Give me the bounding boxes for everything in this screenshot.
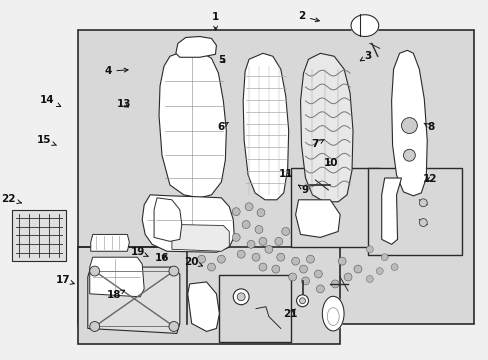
Circle shape xyxy=(257,209,264,217)
Text: 7: 7 xyxy=(311,139,324,149)
Ellipse shape xyxy=(350,15,378,36)
Circle shape xyxy=(232,233,240,241)
Circle shape xyxy=(281,228,289,235)
Text: 18: 18 xyxy=(106,290,124,301)
Circle shape xyxy=(217,255,225,263)
Circle shape xyxy=(288,273,296,281)
Circle shape xyxy=(401,118,416,134)
Circle shape xyxy=(246,240,255,248)
Circle shape xyxy=(90,321,100,332)
Polygon shape xyxy=(142,195,234,252)
Text: 12: 12 xyxy=(423,174,437,184)
Polygon shape xyxy=(295,200,340,237)
Polygon shape xyxy=(300,53,352,202)
Polygon shape xyxy=(159,50,226,198)
Circle shape xyxy=(237,250,244,258)
Circle shape xyxy=(232,208,240,216)
Circle shape xyxy=(375,267,383,275)
Circle shape xyxy=(403,149,414,161)
Circle shape xyxy=(271,265,279,273)
Circle shape xyxy=(168,321,179,332)
Text: 1: 1 xyxy=(212,12,219,30)
Circle shape xyxy=(366,246,372,253)
Circle shape xyxy=(237,293,244,301)
Circle shape xyxy=(299,298,305,304)
Circle shape xyxy=(296,295,308,307)
Polygon shape xyxy=(187,282,219,332)
Circle shape xyxy=(90,266,100,276)
Polygon shape xyxy=(154,198,182,241)
Circle shape xyxy=(330,280,339,288)
Circle shape xyxy=(353,265,361,273)
Circle shape xyxy=(299,265,307,273)
Circle shape xyxy=(264,245,272,253)
Text: 8: 8 xyxy=(423,122,433,132)
Text: 15: 15 xyxy=(37,135,56,145)
Circle shape xyxy=(291,257,299,265)
Circle shape xyxy=(419,219,427,226)
Text: 19: 19 xyxy=(131,247,148,257)
Polygon shape xyxy=(172,225,229,251)
Text: 9: 9 xyxy=(298,185,308,195)
Circle shape xyxy=(314,270,322,278)
Circle shape xyxy=(207,263,215,271)
Text: 5: 5 xyxy=(217,55,224,64)
Text: 17: 17 xyxy=(55,275,74,285)
Text: 13: 13 xyxy=(116,99,131,109)
Bar xyxy=(12,210,66,261)
Bar xyxy=(219,275,290,342)
Circle shape xyxy=(274,237,282,245)
Bar xyxy=(78,30,473,324)
Circle shape xyxy=(338,257,346,265)
Circle shape xyxy=(259,237,266,245)
Bar xyxy=(290,168,379,247)
Text: 14: 14 xyxy=(40,95,61,107)
Circle shape xyxy=(251,253,260,261)
Text: 3: 3 xyxy=(360,51,370,61)
Text: 20: 20 xyxy=(184,257,202,267)
Circle shape xyxy=(316,285,324,293)
Polygon shape xyxy=(91,234,129,251)
Text: 4: 4 xyxy=(104,66,128,76)
Ellipse shape xyxy=(322,296,344,331)
Circle shape xyxy=(168,266,179,276)
Text: 16: 16 xyxy=(154,253,169,263)
Text: 11: 11 xyxy=(278,169,292,179)
Circle shape xyxy=(366,275,372,283)
Circle shape xyxy=(301,277,309,285)
Text: 2: 2 xyxy=(297,11,319,22)
Circle shape xyxy=(306,255,314,263)
Circle shape xyxy=(244,203,252,211)
Circle shape xyxy=(381,254,387,261)
Circle shape xyxy=(276,253,284,261)
Circle shape xyxy=(259,263,266,271)
Circle shape xyxy=(233,289,248,305)
Polygon shape xyxy=(176,36,216,57)
Polygon shape xyxy=(90,257,144,297)
Bar xyxy=(78,247,340,344)
Circle shape xyxy=(197,255,205,263)
Circle shape xyxy=(344,273,351,281)
Polygon shape xyxy=(381,178,401,244)
Text: 21: 21 xyxy=(283,309,297,319)
Text: 22: 22 xyxy=(1,194,21,204)
Text: 6: 6 xyxy=(217,122,227,132)
Polygon shape xyxy=(243,53,288,200)
Text: 10: 10 xyxy=(323,158,337,168)
Bar xyxy=(367,168,461,255)
Circle shape xyxy=(242,221,249,229)
Circle shape xyxy=(419,199,427,207)
Circle shape xyxy=(390,264,397,271)
Polygon shape xyxy=(87,267,180,333)
Polygon shape xyxy=(391,50,427,196)
Circle shape xyxy=(255,225,263,233)
